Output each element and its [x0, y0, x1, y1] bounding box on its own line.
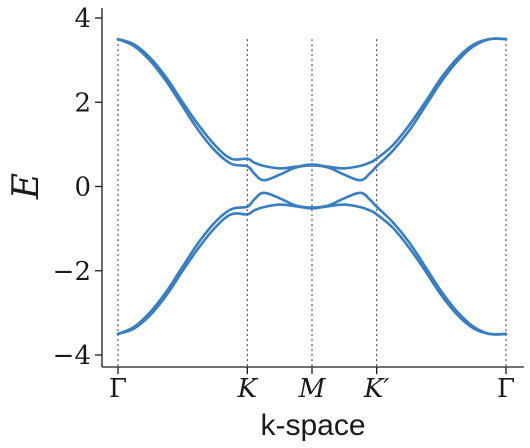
x-tick-label: Γ — [109, 374, 127, 404]
band-line-3 — [116, 191, 508, 336]
high-symmetry-lines — [117, 39, 507, 367]
y-ticks: −4 −2 0 2 4 — [53, 4, 102, 371]
x-tick-label: Γ — [497, 374, 515, 404]
x-tick-label: M — [298, 374, 327, 404]
band-line-4 — [116, 203, 508, 336]
y-tick-label: −2 — [53, 257, 91, 287]
y-tick-label: 0 — [74, 173, 91, 203]
y-tick-label: −4 — [53, 341, 91, 371]
x-tick-label: K — [237, 374, 259, 404]
x-tick-label: K′ — [363, 374, 389, 404]
y-tick-label: 2 — [74, 88, 91, 118]
band-series — [116, 37, 508, 336]
x-axis-label: k-space — [260, 409, 365, 442]
x-ticks: Γ K M K′ Γ — [109, 367, 515, 404]
band-line-1 — [116, 37, 508, 170]
y-tick-label: 4 — [74, 4, 91, 34]
band-line-2 — [116, 37, 508, 182]
y-axis-label: E — [6, 173, 47, 200]
